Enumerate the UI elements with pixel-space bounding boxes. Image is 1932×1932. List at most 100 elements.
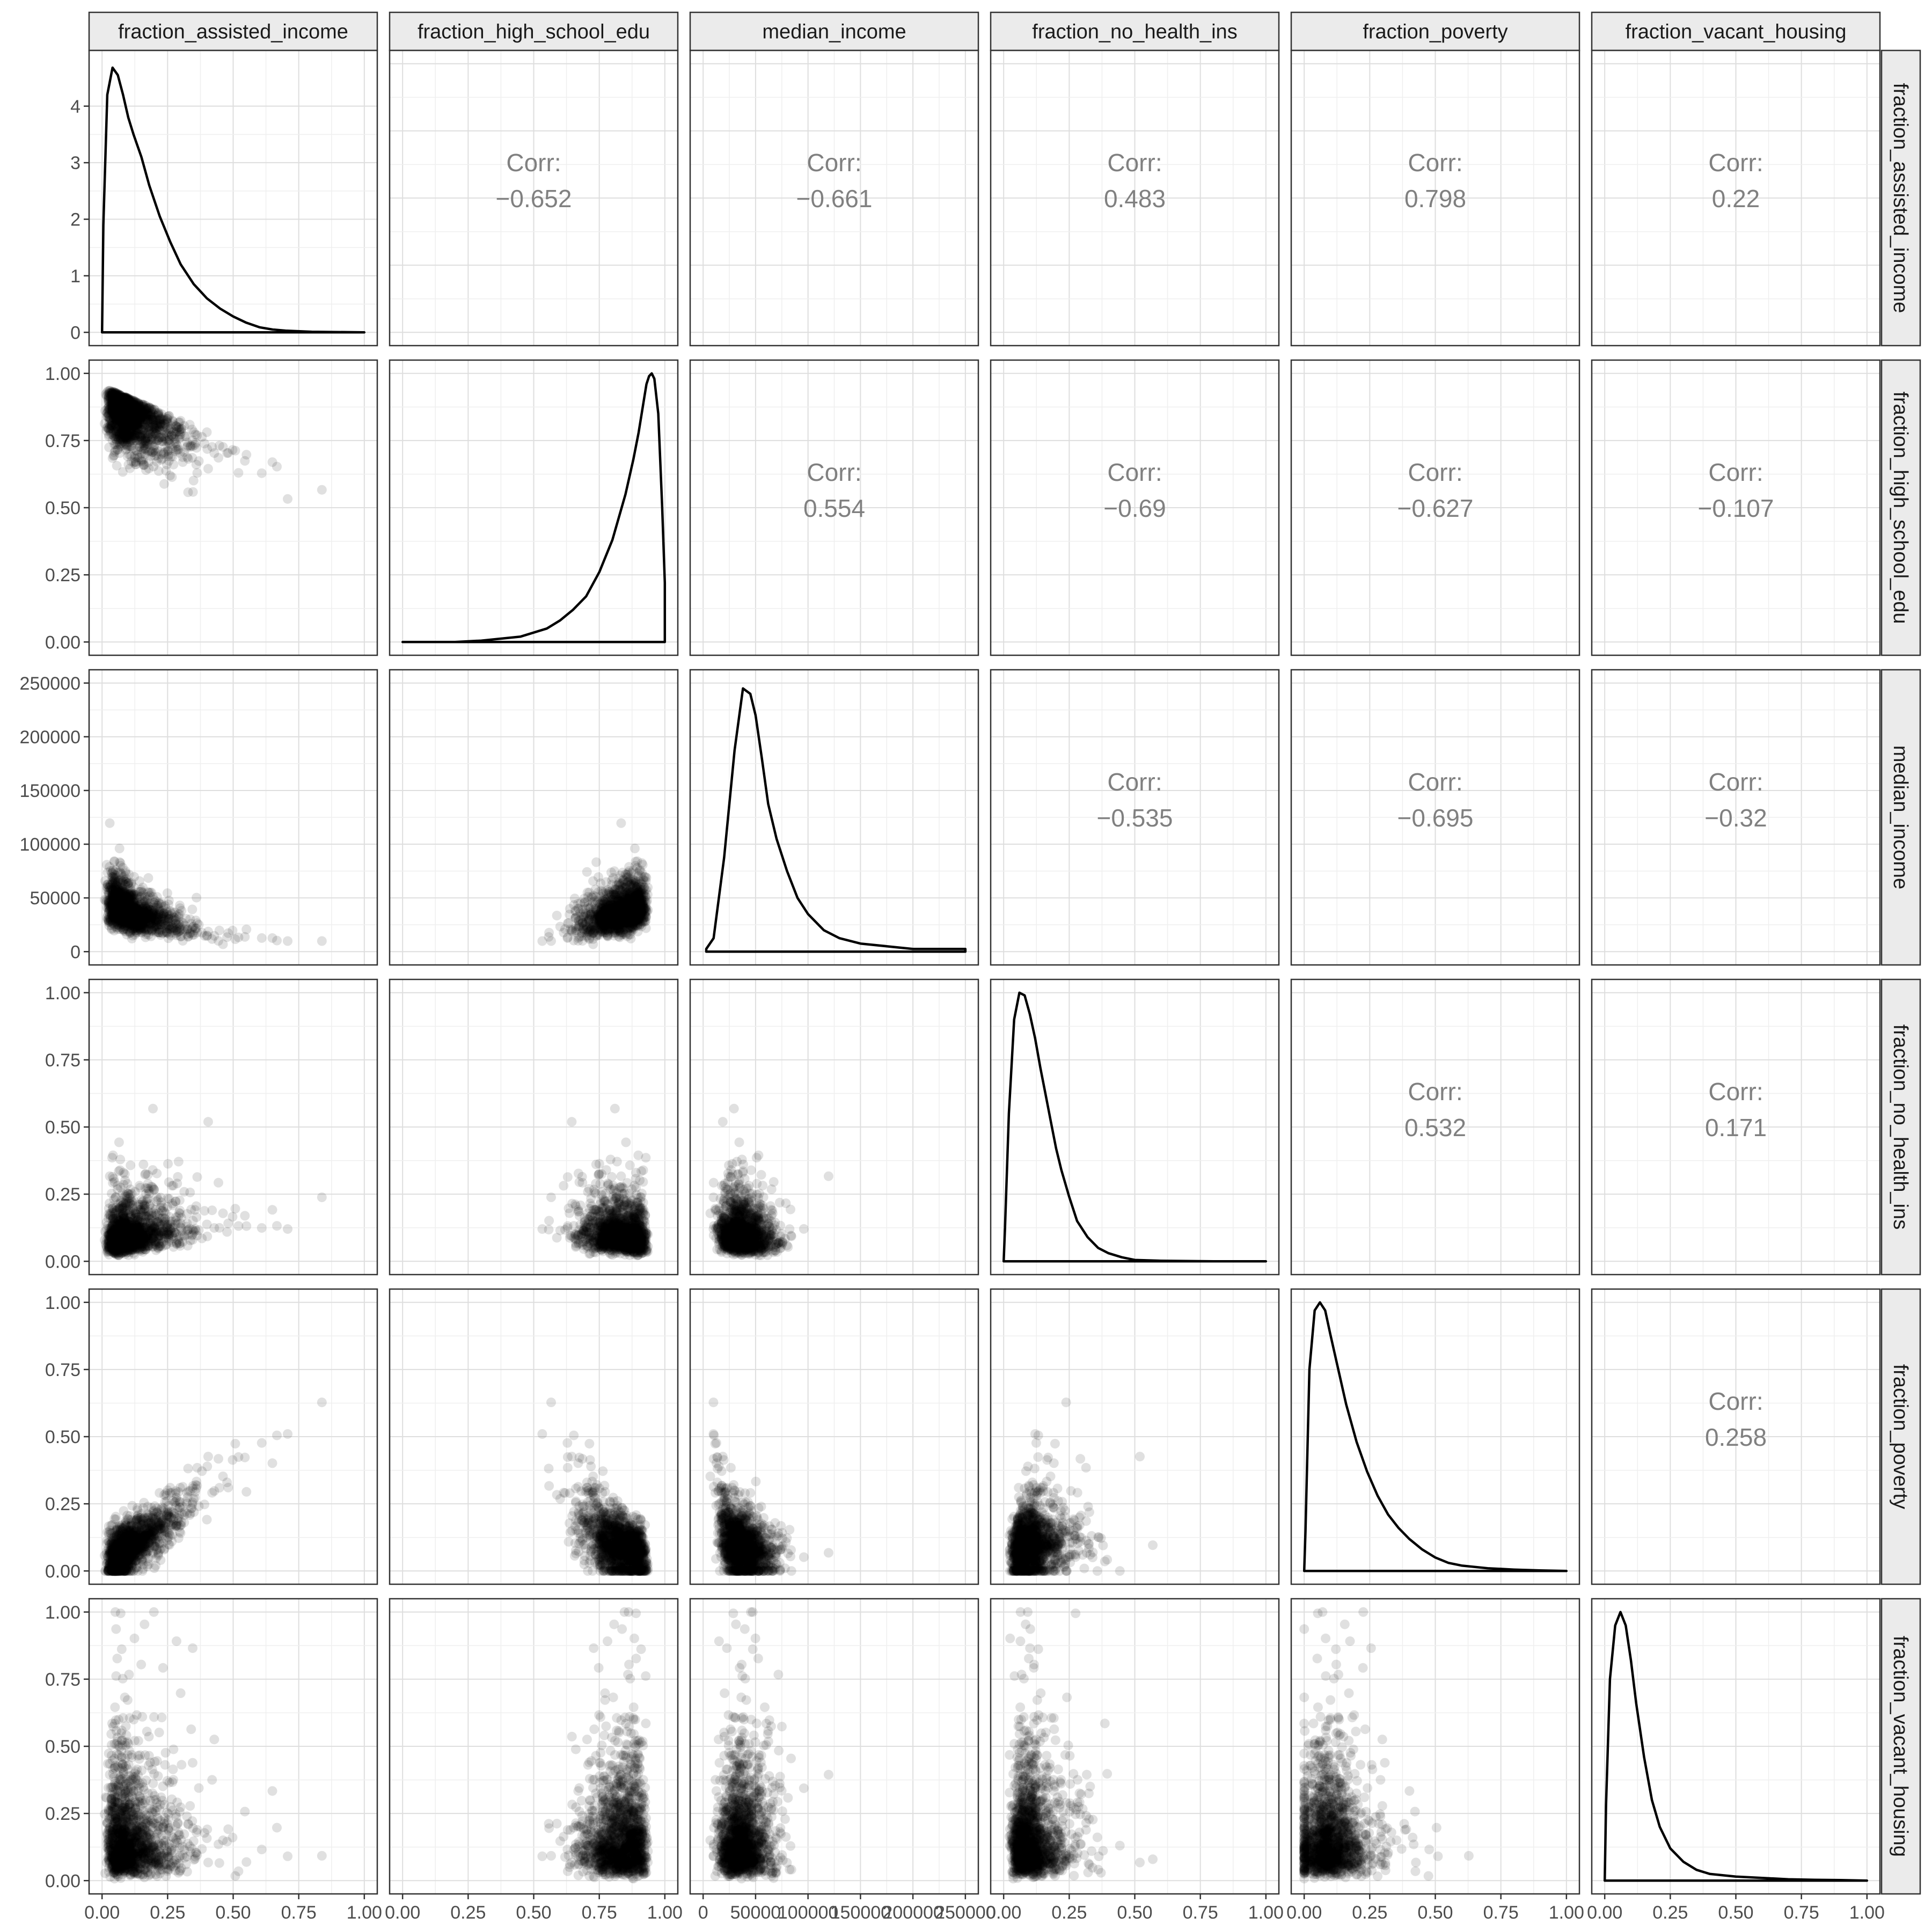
scatter-point [257,933,267,943]
column-strip-label: fraction_no_health_ins [1032,21,1237,43]
scatter-point [125,405,135,415]
scatter-point [187,425,197,435]
scatter-point [134,917,144,927]
scatter-point [128,444,138,454]
scatter-point [129,430,140,441]
panel-0-0 [88,49,378,347]
scatter-point [546,936,556,946]
scatter-point [169,914,179,925]
corr-value: −0.661 [796,185,873,213]
scatter-point [109,399,120,409]
scatter-point [124,909,134,919]
scatter-point [126,414,135,425]
scatter-point [129,416,140,427]
scatter-point [592,930,603,940]
panel-1-2: Corr:0.554 [689,359,979,656]
scatter-point [108,885,118,895]
scatter-point [167,443,178,453]
row-strip-median-income: median_income [1880,669,1921,966]
scatter-point [105,818,115,828]
scatter-point [113,406,123,416]
scatter-point [156,414,166,425]
scatter-point [601,877,611,887]
scatter-point [140,420,150,430]
scatter-point [125,415,135,425]
scatter-point [116,418,127,428]
scatter-point [105,404,115,414]
panel-1-1 [389,359,679,656]
scatter-point [317,936,327,946]
corr-label: Corr: [1708,768,1763,796]
corr-value: −0.535 [1097,804,1173,832]
scatter-point [122,408,133,418]
scatter-point [142,408,152,419]
scatter-point [257,1223,267,1233]
panel-0-2: Corr: −0.661 [689,49,979,347]
scatter-point [611,919,621,930]
row-strip-fraction-no-health-ins: fraction_no_health_ins [1880,978,1921,1276]
panel-1-0 [88,359,378,656]
scatter-point [122,407,133,418]
scatter-point [127,396,137,406]
scatter-point [110,399,120,408]
scatter-point [123,434,133,444]
scatter-point [129,409,139,419]
scatter-point [555,921,565,932]
scatter-point [171,923,181,933]
scatter-point [109,405,119,415]
scatter-point [128,438,138,448]
scatter-point [107,392,117,402]
corr-label: Corr: [1708,149,1763,177]
scatter-point [214,936,223,946]
scatter-point [192,892,202,903]
scatter-point [134,404,144,414]
panel-border [88,49,378,347]
scatter-point [147,448,157,458]
scatter-point [151,429,162,439]
scatter-point [102,423,112,433]
corr-value: −0.32 [1704,804,1767,832]
scatter-point [136,415,146,425]
strip-background [1880,1288,1921,1585]
row-strip-label: fraction_vacant_housing [1889,1636,1912,1857]
scatter-point [125,398,135,408]
row-strip-label: median_income [1889,745,1912,889]
panels: Corr:−0.652Corr:−0.661Corr:0.483Corr:0.7… [88,49,1881,1895]
scatter-point [283,936,292,946]
column-strip-label: fraction_poverty [1363,21,1507,43]
corr-label: Corr: [1408,458,1462,486]
scatter-point [122,428,132,438]
row-strip-label: fraction_poverty [1889,1364,1912,1509]
scatter-point [147,414,157,425]
scatter-point [163,412,173,422]
scatter-point [152,457,162,467]
scatter-point [120,880,130,890]
scatter-point [108,404,118,414]
scatter-point [141,897,151,907]
corr-label: Corr: [807,149,861,177]
scatter-point [317,485,327,495]
scatter-point [155,427,165,437]
scatter-point [109,397,119,407]
scatter-point [105,393,115,403]
scatter-point [126,400,136,410]
scatter-point [121,445,131,455]
scatter-point [155,433,165,443]
panel-border [389,49,679,347]
scatter-point [136,927,147,937]
scatter-point [109,393,120,403]
corr-label: Corr: [506,149,561,177]
scatter-point [146,931,156,941]
scatter-point [164,427,174,437]
column-strip-fraction-high-school-edu: fraction_high_school_edu [389,11,679,52]
panel-2-2 [689,669,979,966]
corr-value: −0.69 [1103,494,1166,522]
panel-border [1591,49,1881,347]
scatter-point [182,930,192,940]
scatter-point [109,400,120,411]
scatter-point [233,932,244,942]
panel-2-0 [88,669,378,966]
scatter-point [123,393,133,404]
scatter-point [619,911,630,921]
scatter-point [138,460,149,470]
